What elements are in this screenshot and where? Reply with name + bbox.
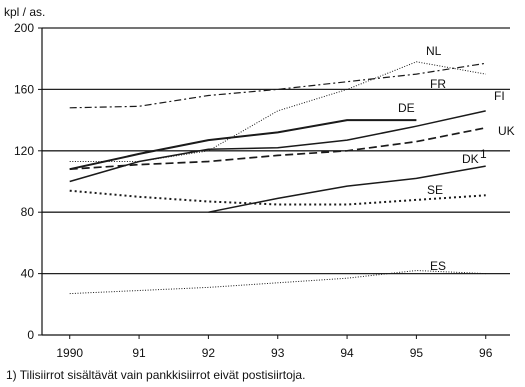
axes: 0 40 80 120 160 200 1990 91 92 93 94 95 96 bbox=[14, 21, 510, 360]
series-label-de: DE bbox=[398, 101, 415, 115]
series-line-fi bbox=[69, 110, 486, 183]
series-labels: NL FR DE FI UK DK 1 SE ES bbox=[398, 44, 515, 273]
series-label-superscript: 1 bbox=[480, 147, 487, 161]
x-tick-label: 93 bbox=[271, 346, 285, 360]
y-tick-label: 40 bbox=[21, 267, 35, 281]
series-line-fr bbox=[69, 62, 486, 109]
series-label-dk1: DK bbox=[462, 152, 479, 166]
gridlines bbox=[42, 27, 510, 275]
y-tick-label: 120 bbox=[14, 144, 34, 158]
series-line-uk bbox=[69, 126, 486, 171]
x-tick-label: 96 bbox=[479, 346, 493, 360]
series-line-de bbox=[69, 119, 417, 171]
x-tick-label: 1990 bbox=[56, 346, 83, 360]
y-tick-label: 160 bbox=[14, 82, 34, 96]
series-label-nl: NL bbox=[426, 44, 442, 58]
series-label-se: SE bbox=[427, 183, 443, 197]
series-label-es: ES bbox=[430, 259, 446, 273]
series-lines bbox=[69, 61, 486, 295]
y-tick-label: 0 bbox=[27, 328, 34, 342]
x-tick-label: 95 bbox=[410, 346, 424, 360]
series-label-fr: FR bbox=[430, 77, 446, 91]
series-line-se bbox=[69, 189, 486, 206]
series-label-uk: UK bbox=[498, 124, 515, 138]
series-line-dk1 bbox=[208, 165, 486, 213]
y-tick-label: 80 bbox=[21, 205, 35, 219]
x-tick-label: 91 bbox=[132, 346, 146, 360]
x-tick-label: 92 bbox=[202, 346, 216, 360]
y-axis-unit-label: kpl / as. bbox=[4, 5, 45, 19]
series-line-es bbox=[69, 270, 486, 295]
series-label-fi: FI bbox=[494, 89, 505, 103]
series-line-nl bbox=[69, 61, 486, 162]
footnote: 1) Tilisiirrot sisältävät vain pankkisii… bbox=[6, 368, 306, 382]
x-tick-label: 94 bbox=[340, 346, 354, 360]
y-tick-label: 200 bbox=[14, 21, 34, 35]
